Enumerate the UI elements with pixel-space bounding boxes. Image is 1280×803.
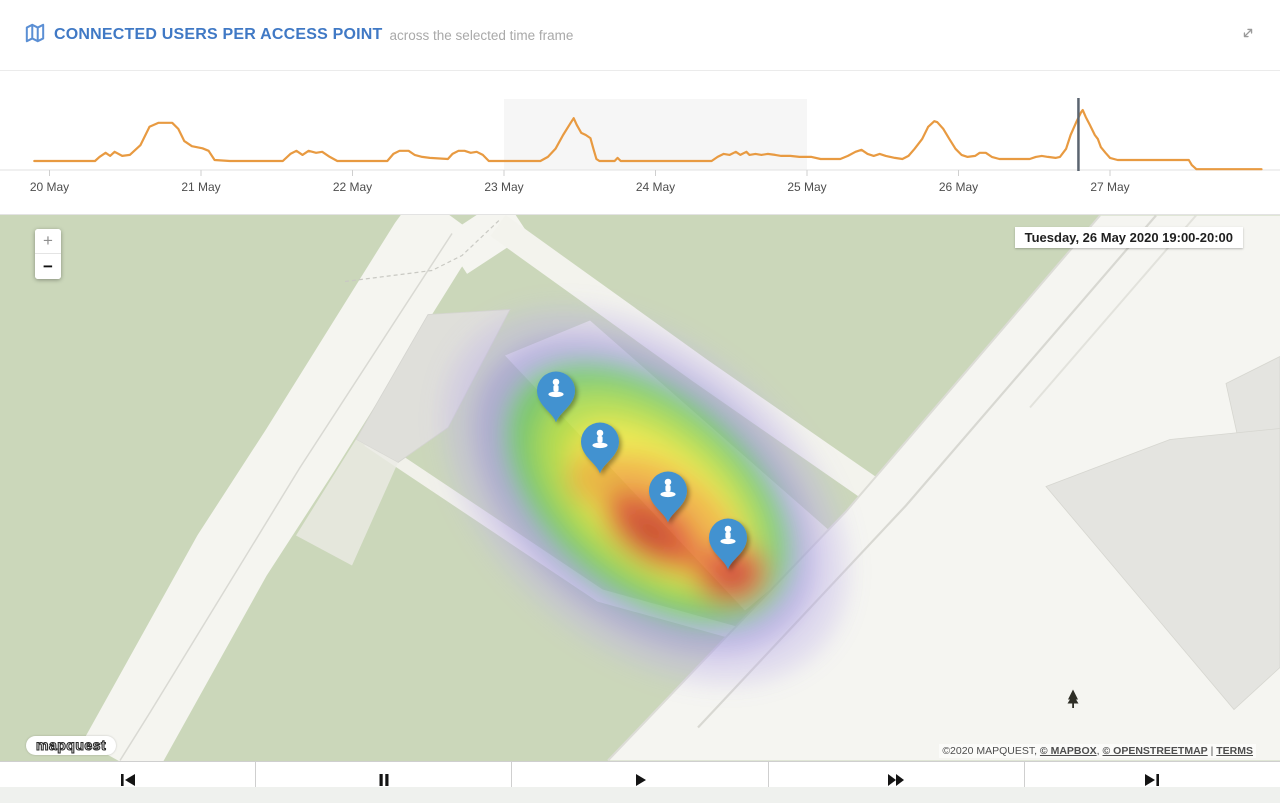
map-icon [24, 23, 46, 48]
expand-diagonal-icon[interactable] [1240, 25, 1256, 46]
fast-forward-icon [888, 774, 905, 786]
attribution-text: | [1207, 745, 1217, 757]
header: CONNECTED USERS PER ACCESS POINT across … [0, 0, 1280, 71]
map-building-right-small [1225, 356, 1280, 452]
skip-start-icon [120, 774, 135, 786]
attribution-text: ©2020 MAPQUEST, [942, 745, 1040, 757]
map-boundary-dashed [344, 219, 501, 283]
axis-tick-label: 26 May [939, 180, 978, 194]
play-icon [636, 774, 646, 786]
map-building-right-large [1045, 428, 1280, 711]
fast-forward-button[interactable] [767, 762, 1024, 787]
access-point-4-marker[interactable] [709, 518, 747, 570]
access-point-2-marker[interactable] [581, 422, 619, 474]
attribution-link[interactable]: © MAPBOX [1039, 745, 1097, 757]
heatmap-overlay [442, 307, 848, 684]
map-canvas[interactable] [0, 215, 1280, 761]
access-point-icon [552, 378, 560, 386]
pause-icon [379, 774, 389, 786]
heat-spot [625, 512, 673, 553]
page-subtitle: across the selected time frame [389, 27, 574, 43]
axis-tick-label: 27 May [1090, 180, 1129, 194]
tree-icon [1067, 689, 1079, 708]
map-road-centerline [119, 233, 453, 761]
access-point-3-marker[interactable] [649, 471, 687, 523]
heatmap-section: + − Tuesday, 26 May 2020 19:00-20:00 map… [0, 214, 1280, 761]
pause-button[interactable] [255, 762, 512, 787]
timeline-selection-band[interactable] [504, 99, 807, 170]
timeline-section: 20 May 21 May 22 May 23 May 24 May 25 May 26 M… [0, 84, 1280, 214]
map-road-main [83, 215, 483, 761]
access-point-icon [724, 525, 732, 533]
access-point-icon [664, 478, 672, 486]
axis-tick-label: 24 May [636, 180, 675, 194]
playback-controls [0, 761, 1280, 787]
timeframe-badge: Tuesday, 26 May 2020 19:00-20:00 [1014, 227, 1243, 248]
zoom-in-button[interactable]: + [35, 229, 61, 254]
skip-to-start-button[interactable] [0, 762, 256, 787]
skip-end-icon [1145, 774, 1160, 786]
mapquest-logo[interactable]: mapquest [26, 736, 117, 755]
map-attribution: ©2020 MAPQUEST, © MAPBOX, © OPENSTREETMA… [939, 744, 1256, 758]
attribution-link[interactable]: TERMS [1216, 745, 1253, 757]
axis-tick-label: 23 May [484, 180, 523, 194]
access-point-markers[interactable] [537, 371, 747, 570]
axis-tick-label: 22 May [333, 180, 372, 194]
map-zoom-control: + − [35, 229, 61, 279]
play-button[interactable] [511, 762, 768, 787]
axis-tick-label: 20 May [30, 180, 69, 194]
attribution-link[interactable]: © OPENSTREETMAP [1102, 745, 1208, 757]
zoom-out-button[interactable]: − [35, 254, 61, 279]
access-point-icon [596, 429, 604, 437]
attribution-text: , [1096, 745, 1103, 757]
skip-to-end-button[interactable] [1023, 762, 1280, 787]
page-title: CONNECTED USERS PER ACCESS POINT [54, 26, 383, 43]
axis-tick-label: 25 May [787, 180, 826, 194]
map-building-left-annex [296, 439, 398, 566]
timeline-chart[interactable]: 20 May 21 May 22 May 23 May 24 May 25 May 26 M… [0, 84, 1280, 199]
access-point-1-marker[interactable] [537, 371, 575, 423]
axis-tick-label: 21 May [181, 180, 220, 194]
connected-users-line [33, 108, 1263, 171]
heat-spot [715, 558, 753, 593]
